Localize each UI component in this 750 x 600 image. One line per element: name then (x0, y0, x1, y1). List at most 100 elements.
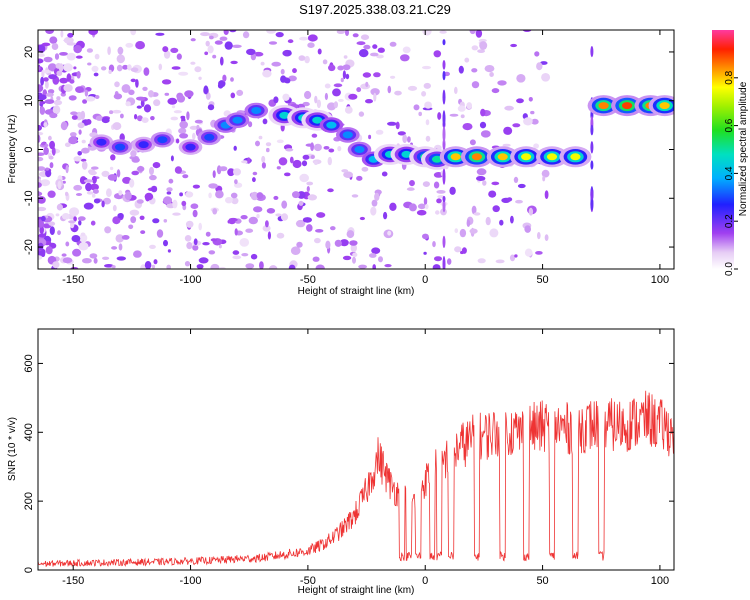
heatmap-noise-cell (45, 30, 54, 34)
heatmap-noise-cell (38, 58, 44, 64)
heatmap-noise-cell (167, 97, 178, 105)
heatmap-noise-cell (271, 61, 282, 67)
heatmap-noise-cell (94, 95, 100, 99)
heatmap-noise-cell (38, 182, 42, 188)
heatmap-noise-cell (423, 251, 427, 255)
heatmap-noise-cell (170, 47, 179, 54)
heatmap-noise-cell (71, 235, 81, 243)
snr-ticks: -150 -100 -50 0 50 100 0 200 400 600 (23, 329, 674, 587)
heatmap-noise-cell (389, 202, 397, 211)
heatmap-noise-cell (230, 77, 234, 82)
heatmap-noise-cell (408, 203, 417, 212)
heatmap-noise-cell (407, 136, 411, 143)
snr-ylabel: SNR (10 * v/v) (7, 417, 18, 481)
heatmap-noise-cell (134, 114, 138, 120)
heatmap-noise-cell (218, 244, 222, 249)
heatmap-noise-cell (215, 190, 224, 199)
heatmap-noise-cell (133, 250, 142, 258)
heatmap-noise-cell (222, 74, 227, 82)
heatmap-noise-cell (466, 102, 473, 110)
heatmap-noise-cell (311, 133, 318, 138)
heatmap-noise-cell (227, 168, 235, 177)
heatmap-noise-cell (327, 188, 334, 193)
heatmap-ridge-cell (431, 155, 443, 163)
spectrogram-heatmap (38, 30, 674, 269)
heatmap-streak-cell (590, 46, 594, 58)
heatmap-noise-cell (219, 166, 228, 172)
heatmap-noise-cell (275, 31, 284, 38)
heatmap-noise-cell (304, 55, 310, 64)
heatmap-noise-cell (478, 38, 487, 43)
heatmap-noise-cell (112, 122, 122, 131)
heatmap-ridge-cell (185, 143, 196, 151)
heatmap-noise-cell (252, 171, 258, 176)
y-tick-label: 400 (23, 423, 35, 441)
heatmap-noise-cell (504, 105, 514, 111)
heatmap-noise-cell (454, 246, 462, 253)
heatmap-noise-cell (73, 156, 82, 162)
heatmap-noise-cell (275, 213, 282, 217)
heatmap-noise-cell (93, 198, 101, 204)
heatmap-noise-cell (163, 50, 171, 59)
heatmap-noise-cell (218, 266, 226, 269)
x-tick-label: -100 (180, 575, 202, 587)
heatmap-noise-cell (190, 61, 196, 65)
heatmap-streak-cell (590, 124, 594, 136)
heatmap-noise-cell (91, 166, 99, 170)
colorbar: 0.0 0.2 0.4 0.6 0.8 Normalized spectral ampl… (712, 30, 749, 276)
heatmap-noise-cell (83, 179, 94, 183)
heatmap-noise-cell (287, 39, 294, 44)
heatmap-noise-cell (75, 86, 84, 93)
heatmap-noise-cell (281, 200, 288, 209)
colorbar-tick-label: 0.4 (724, 166, 735, 180)
heatmap-noise-cell (49, 226, 55, 236)
heatmap-noise-cell (373, 92, 377, 102)
heatmap-noise-cell (402, 46, 411, 54)
x-tick-label: 100 (651, 274, 669, 286)
heatmap-noise-cell (140, 230, 146, 235)
heatmap-noise-cell (40, 76, 44, 86)
heatmap-noise-cell (230, 92, 236, 99)
heatmap-noise-cell (292, 191, 300, 199)
heatmap-noise-cell (163, 196, 173, 205)
heatmap-noise-cell (241, 160, 249, 164)
heatmap-noise-cell (395, 121, 400, 130)
heatmap-noise-cell (208, 183, 218, 189)
heatmap-noise-cell (57, 180, 62, 190)
heatmap-noise-cell (365, 81, 369, 88)
heatmap-noise-cell (475, 30, 483, 38)
heatmap-noise-cell (192, 244, 199, 251)
heatmap-noise-cell (149, 166, 154, 176)
heatmap-noise-cell (352, 256, 356, 264)
heatmap-noise-cell (38, 84, 44, 93)
snr-frame (37, 328, 675, 571)
heatmap-noise-cell (503, 126, 513, 135)
heatmap-noise-cell (38, 242, 44, 250)
heatmap-noise-cell (54, 53, 60, 60)
heatmap-noise-cell (45, 169, 52, 178)
heatmap-noise-cell (86, 191, 94, 195)
heatmap-noise-cell (406, 187, 415, 191)
heatmap-noise-cell (418, 111, 423, 117)
heatmap-noise-cell (217, 82, 224, 89)
colorbar-tick-label: 0.6 (724, 118, 735, 132)
heatmap-noise-cell (139, 215, 145, 220)
heatmap-noise-cell (306, 224, 313, 232)
heatmap-noise-cell (466, 219, 471, 227)
heatmap-noise-cell (158, 63, 163, 71)
heatmap-noise-cell (301, 160, 308, 167)
heatmap-noise-cell (181, 200, 187, 207)
heatmap-noise-cell (135, 41, 146, 50)
heatmap-ridge-cell (157, 136, 168, 144)
heatmap-streak-cell (442, 195, 446, 203)
heatmap-noise-cell (110, 154, 116, 161)
heatmap-noise-cell (265, 142, 272, 147)
heatmap-noise-cell (116, 64, 123, 72)
heatmap-noise-cell (53, 100, 63, 106)
heatmap-noise-cell (223, 30, 229, 35)
heatmap-noise-cell (255, 140, 260, 147)
heatmap-noise-cell (343, 171, 353, 178)
heatmap-noise-cell (479, 121, 487, 129)
heatmap-noise-cell (176, 95, 186, 103)
